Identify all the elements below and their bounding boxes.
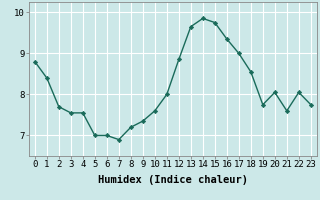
X-axis label: Humidex (Indice chaleur): Humidex (Indice chaleur)	[98, 175, 248, 185]
